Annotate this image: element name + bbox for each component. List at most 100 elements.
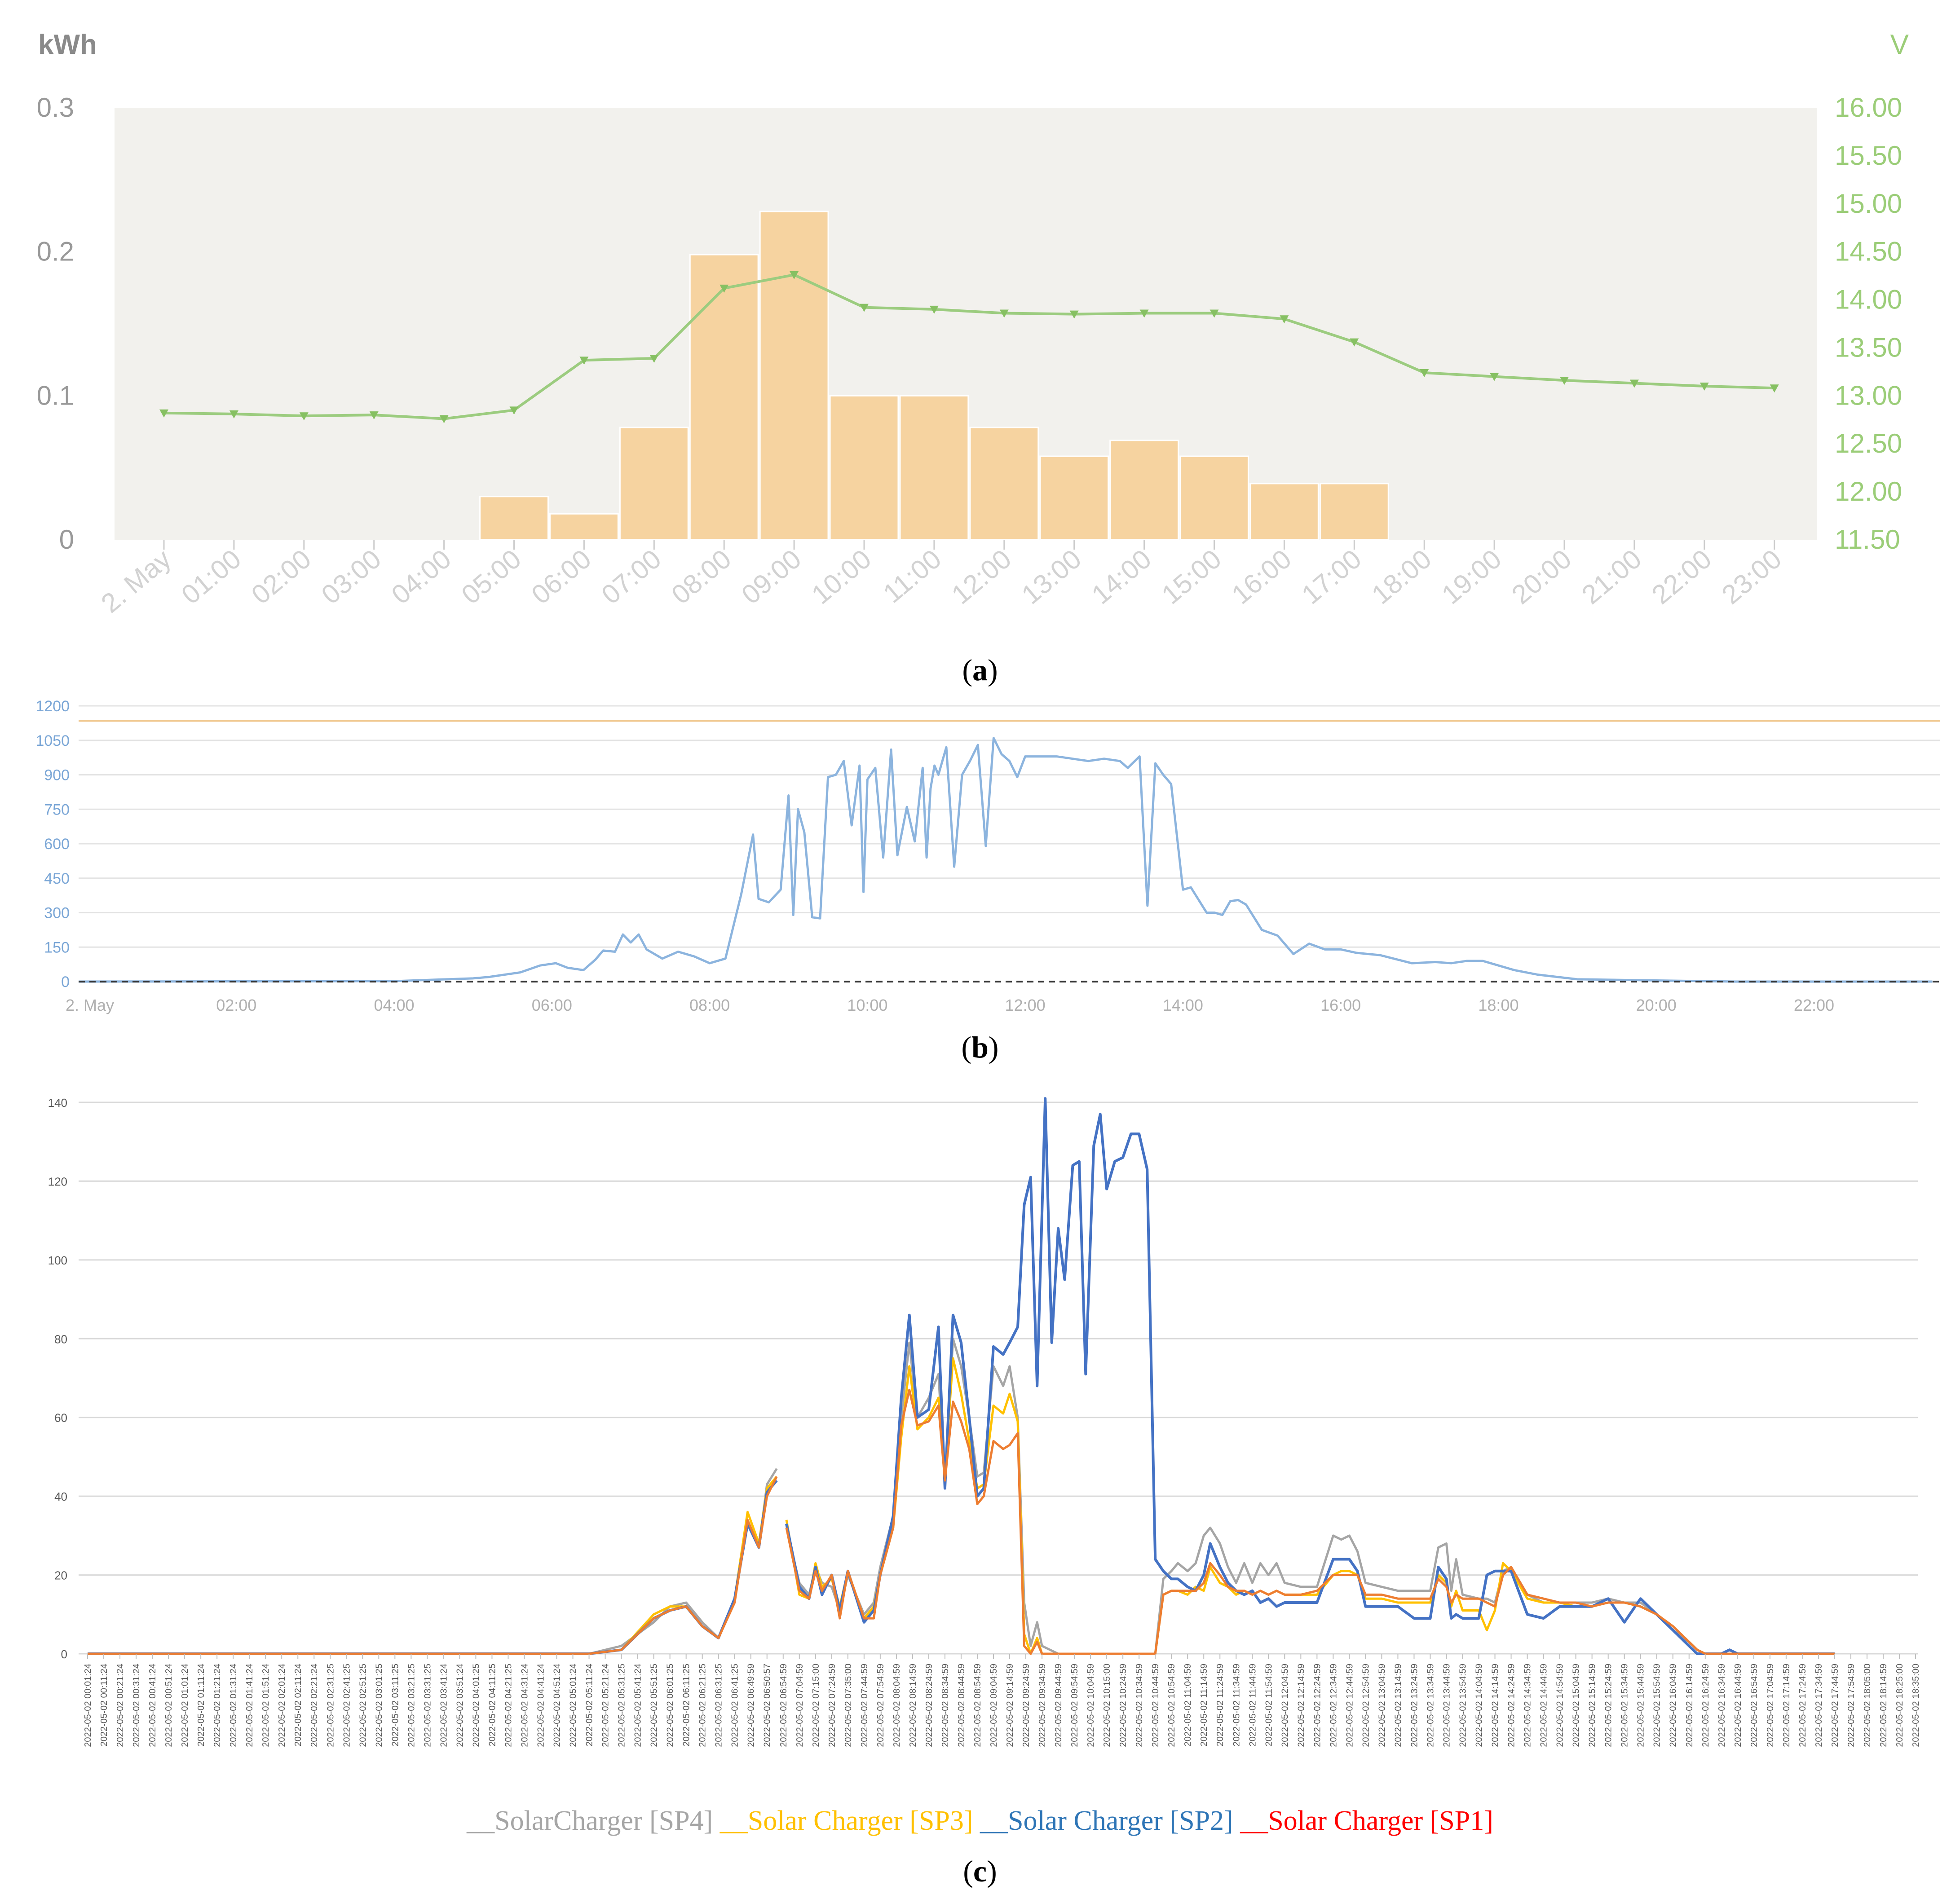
x-tick-label: 2022-05-02 02:31:25 xyxy=(326,1664,335,1747)
x-tick-label: 2022-05-02 12:44:59 xyxy=(1345,1664,1355,1747)
x-tick-label: 2022-05-02 17:04:59 xyxy=(1766,1664,1775,1747)
y-right-tick-label: 12.00 xyxy=(1835,476,1902,507)
x-tick-label: 16:00 xyxy=(1320,996,1361,1014)
legend-label: Solar Charger [SP2] xyxy=(1008,1806,1233,1836)
voltage-point xyxy=(1139,309,1149,318)
y-left-unit-label: kWh xyxy=(38,29,97,60)
y-right-tick-label: 13.50 xyxy=(1835,332,1902,362)
x-tick-label: 2022-05-02 03:01:25 xyxy=(374,1664,384,1747)
panel-a-caption: (a) xyxy=(962,653,998,687)
x-tick-label: 2022-05-02 10:04:59 xyxy=(1086,1664,1096,1747)
x-tick-label: 08:00 xyxy=(666,544,737,610)
x-tick-label: 2022-05-02 09:14:59 xyxy=(1005,1664,1015,1747)
x-tick-label: 2022-05-02 12:34:59 xyxy=(1329,1664,1338,1747)
x-tick-label: 2022-05-02 10:34:59 xyxy=(1135,1664,1144,1747)
x-tick-label: 2022-05-02 01:31:24 xyxy=(229,1664,238,1747)
y-right-tick-label: 15.50 xyxy=(1835,141,1902,171)
x-tick-label: 2022-05-02 09:34:59 xyxy=(1037,1664,1047,1747)
x-tick-label: 2022-05-02 05:11:24 xyxy=(585,1664,595,1746)
energy-bar xyxy=(969,427,1039,541)
panel-b-caption: (b) xyxy=(961,1030,998,1064)
power-line-series xyxy=(78,737,1940,983)
voltage-point xyxy=(229,410,238,418)
gridlines xyxy=(79,1101,1918,1655)
x-tick-label: 2022-05-02 02:01:24 xyxy=(277,1664,287,1747)
legend-mark: __ xyxy=(466,1806,495,1836)
x-tick-label: 2022-05-02 11:54:59 xyxy=(1264,1664,1274,1746)
legend-mark: __ xyxy=(1240,1806,1268,1836)
y-right-tick-label: 16.00 xyxy=(1835,92,1902,123)
y-right-tick-label: 13.00 xyxy=(1835,380,1902,410)
y-tick-labels: 0 20 40 60 80 100 120 140 xyxy=(48,1096,67,1661)
y-tick-label: 140 xyxy=(48,1096,67,1110)
y-tick-label: 20 xyxy=(54,1569,67,1582)
x-tick-label: 23:00 xyxy=(1716,544,1787,610)
x-tick-label: 2022-05-02 09:24:59 xyxy=(1021,1664,1031,1747)
x-tick-label: 2022-05-02 15:14:59 xyxy=(1588,1664,1598,1747)
y-tick-label: 0 xyxy=(61,973,70,991)
x-tick-label: 2022-05-02 10:54:59 xyxy=(1167,1664,1177,1747)
gridlines xyxy=(79,705,1940,948)
x-tick-label: 2022-05-02 09:04:59 xyxy=(989,1664,999,1747)
x-tick-label: 2022-05-02 14:54:59 xyxy=(1555,1664,1565,1747)
voltage-point xyxy=(1350,338,1359,347)
x-tick-label: 2022-05-02 14:04:59 xyxy=(1474,1664,1484,1747)
legend-item: __Solar Charger [SP1] xyxy=(1240,1806,1493,1836)
voltage-point xyxy=(1210,309,1219,318)
x-tick-label: 01:00 xyxy=(176,544,247,610)
panel-c-caption: (c) xyxy=(963,1854,997,1888)
y-left-tick-label: 0 xyxy=(59,524,74,555)
x-tick-label: 2022-05-02 10:44:59 xyxy=(1151,1664,1161,1747)
x-tick-label: 20:00 xyxy=(1506,544,1577,610)
energy-bar xyxy=(689,254,759,541)
x-tick-label: 2022-05-02 03:21:25 xyxy=(406,1664,416,1747)
x-tick-label: 2022-05-02 18:05:00 xyxy=(1863,1664,1872,1747)
x-tick-label: 2022-05-02 15:24:59 xyxy=(1604,1664,1614,1747)
x-tick-label: 2022-05-02 08:34:59 xyxy=(940,1664,950,1747)
x-tick-label: 2022-05-02 00:11:24 xyxy=(99,1664,109,1746)
x-tick-label: 2022-05-02 04:01:25 xyxy=(471,1664,481,1747)
series-line-2 xyxy=(88,1357,1835,1655)
x-tick-label: 22:00 xyxy=(1794,996,1834,1014)
x-tick-label: 07:00 xyxy=(596,544,667,610)
x-tick-label: 2022-05-02 13:14:59 xyxy=(1393,1664,1403,1747)
x-tick-label: 2022-05-02 14:24:59 xyxy=(1507,1664,1517,1747)
x-tick-label: 2022-05-02 17:44:59 xyxy=(1830,1664,1840,1747)
x-tick-label: 2022-05-02 08:44:59 xyxy=(957,1664,967,1747)
x-tick-label: 21:00 xyxy=(1576,544,1647,610)
voltage-point xyxy=(720,284,729,293)
x-tick-label: 06:00 xyxy=(526,544,597,610)
y-right-tick-label: 15.00 xyxy=(1835,189,1902,219)
x-tick-label: 08:00 xyxy=(689,996,730,1014)
x-tick-label: 2022-05-02 00:21:24 xyxy=(115,1664,125,1747)
x-tick-label: 2022-05-02 05:01:24 xyxy=(569,1664,578,1747)
voltage-point xyxy=(1280,315,1289,324)
x-tick-label: 2022-05-02 13:44:59 xyxy=(1442,1664,1452,1747)
energy-bar xyxy=(1109,440,1179,541)
x-tick-label: 2022-05-02 14:34:59 xyxy=(1523,1664,1533,1747)
y-left-tick-labels: 0 0.1 0.2 0.3 xyxy=(37,92,74,555)
x-tick-label: 2022-05-02 15:34:59 xyxy=(1620,1664,1630,1747)
legend-spacer xyxy=(1233,1806,1240,1836)
x-tick-label: 2022-05-02 07:24:59 xyxy=(827,1664,837,1747)
x-tick-label: 03:00 xyxy=(316,544,387,610)
x-tick-label: 2022-05-02 17:54:59 xyxy=(1846,1664,1856,1747)
power-line xyxy=(78,737,1933,983)
x-tick-label: 12:00 xyxy=(946,544,1017,610)
x-tick-label: 2022-05-02 06:49:59 xyxy=(746,1664,756,1747)
x-tick-label: 13:00 xyxy=(1016,544,1087,610)
energy-bar xyxy=(1039,455,1109,541)
x-tick-label: 2022-05-02 18:25:00 xyxy=(1895,1664,1905,1747)
x-tick-label: 2022-05-02 07:44:59 xyxy=(860,1664,870,1747)
x-tick-label: 2022-05-02 11:44:59 xyxy=(1248,1664,1258,1746)
x-tick-label: 2022-05-02 00:51:24 xyxy=(164,1664,174,1747)
x-tick-label: 2022-05-02 13:54:59 xyxy=(1458,1664,1468,1747)
energy-bar xyxy=(1319,483,1389,541)
x-tick-label: 2022-05-02 02:11:24 xyxy=(293,1664,303,1746)
voltage-line xyxy=(163,273,1775,420)
x-tick-labels: 2022-05-02 00:01:24 2022-05-02 00:11:24 20… xyxy=(83,1654,1921,1747)
energy-bar xyxy=(759,211,829,541)
x-tick-label: 11:00 xyxy=(878,544,947,609)
y-tick-label: 150 xyxy=(44,939,70,956)
